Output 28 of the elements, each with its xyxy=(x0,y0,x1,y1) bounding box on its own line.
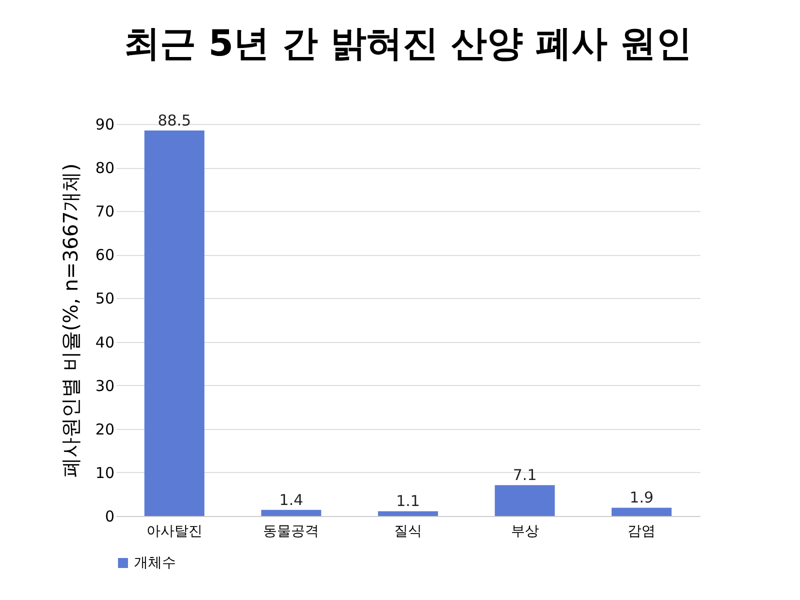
y-tick-label: 70 xyxy=(95,202,114,221)
y-tick-label: 20 xyxy=(95,420,114,438)
x-tick-label: 동물공격 xyxy=(263,524,320,540)
data-label: 1.1 xyxy=(396,492,420,510)
data-label: 1.9 xyxy=(630,488,654,507)
data-label: 7.1 xyxy=(512,466,537,484)
legend-label: 개체수 xyxy=(134,555,176,571)
data-label: 88.5 xyxy=(158,112,192,130)
x-tick-label: 감염 xyxy=(628,524,656,540)
bar xyxy=(494,485,555,516)
y-tick-label: 60 xyxy=(95,246,114,264)
chart-title: 최근 5년 간 밝혀진 산양 폐사 원인 xyxy=(124,24,692,65)
y-tick-label: 80 xyxy=(95,159,114,178)
y-tick-label: 30 xyxy=(95,376,114,395)
data-label: 1.4 xyxy=(279,490,304,509)
y-tick-label: 50 xyxy=(95,290,114,308)
y-axis-title: 폐사원인별 비율(%, n=3667개체) xyxy=(58,163,82,478)
y-tick-label: 40 xyxy=(95,333,114,352)
y-tick-label: 10 xyxy=(95,464,114,482)
x-tick-label: 질식 xyxy=(394,524,422,540)
bar xyxy=(261,510,322,516)
x-tick-label: 부상 xyxy=(510,524,539,540)
bar xyxy=(612,508,672,516)
bar xyxy=(144,130,204,516)
x-tick-label: 아사탈진 xyxy=(146,524,202,540)
bar xyxy=(378,511,438,516)
y-tick-label: 0 xyxy=(104,508,114,526)
y-tick-label: 90 xyxy=(95,116,114,134)
